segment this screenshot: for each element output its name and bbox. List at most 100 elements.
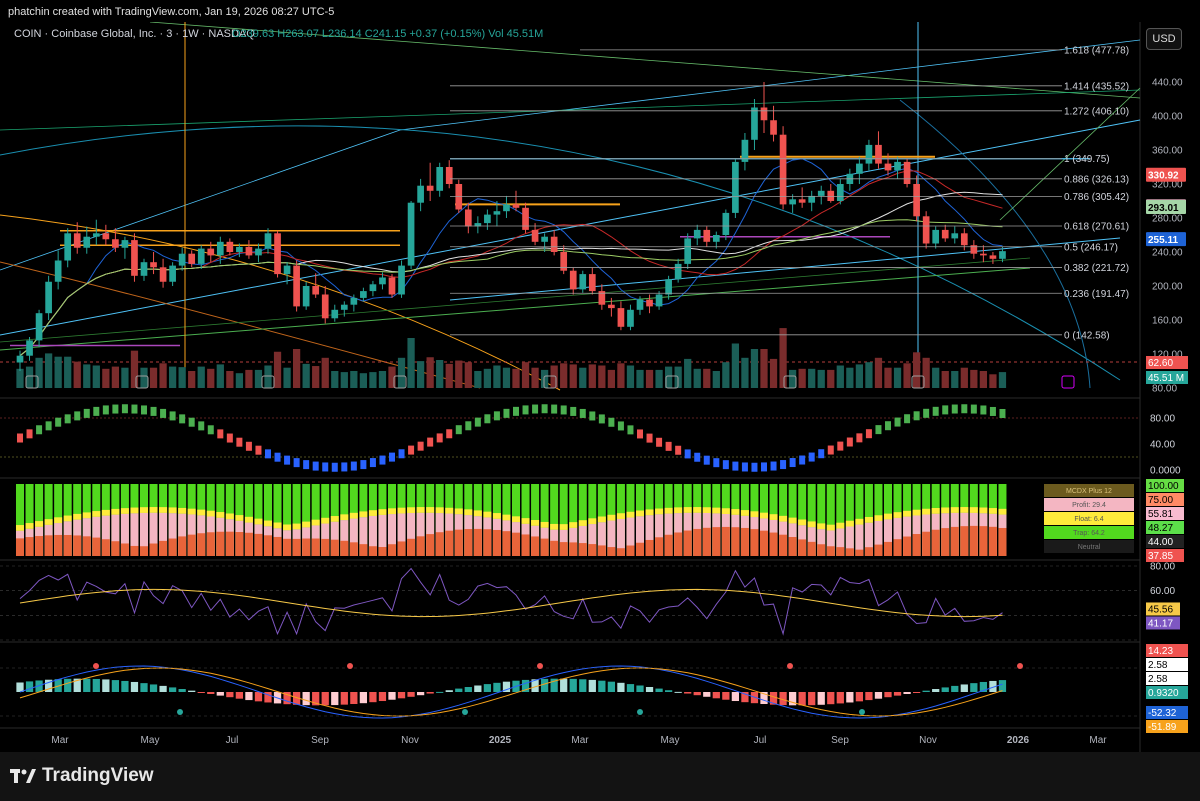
- candle-body: [274, 233, 281, 275]
- momentum-bar: [93, 406, 100, 416]
- volume-bar: [292, 349, 301, 388]
- fib-label: 0.5 (246.17): [1064, 242, 1118, 253]
- price-tick-label: 120.00: [1152, 350, 1183, 361]
- mcdx-banker-segment: [693, 528, 702, 556]
- candle: [522, 202, 529, 234]
- mcdx-float-segment: [340, 514, 349, 521]
- earnings-icon: [543, 375, 557, 389]
- mcdx-profit-segment: [874, 521, 883, 556]
- macd-histogram-bar: [188, 690, 196, 692]
- mcdx-axis-tag: [1146, 493, 1184, 506]
- earnings-icon: [261, 375, 275, 389]
- momentum-bar: [703, 455, 710, 465]
- momentum-bar: [656, 437, 663, 447]
- mcdx-profit-segment: [597, 522, 606, 556]
- mcdx-float-segment: [759, 512, 769, 519]
- momentum-bar: [732, 461, 739, 471]
- mcdx-banker-segment: [826, 546, 835, 556]
- momentum-bar: [83, 408, 90, 418]
- earnings-icon: [1061, 375, 1075, 389]
- macd-histogram-bar: [350, 692, 358, 705]
- candle-body: [102, 233, 110, 240]
- volume-bar: [741, 357, 749, 388]
- macd-histogram-bar: [960, 684, 968, 692]
- earnings-marker: [783, 375, 797, 389]
- macd-histogram-bar: [874, 692, 883, 699]
- candle: [264, 228, 272, 254]
- rsi-axis-label: 60.00: [1150, 586, 1175, 597]
- mcdx-float-segment: [445, 507, 454, 514]
- mcdx-float-segment: [254, 518, 263, 525]
- mcdx-trap-segment: [273, 484, 282, 556]
- macd-histogram-bar: [168, 687, 177, 692]
- trend-line: [449, 237, 1121, 301]
- candle-body: [64, 233, 72, 261]
- mcdx-banker-segment: [903, 536, 912, 556]
- volume-bar: [579, 367, 587, 388]
- candle-body: [121, 240, 129, 248]
- macd-axis-tag: [1146, 644, 1188, 657]
- chart-area[interactable]: 1.618 (477.78) 1.414 (435.52) 1.272 (406.1…: [0, 21, 1200, 752]
- chart-svg[interactable]: 1.618 (477.78) 1.414 (435.52) 1.272 (406.1…: [0, 21, 1200, 752]
- volume-bar: [769, 358, 778, 388]
- mcdx-profit-segment: [817, 529, 826, 556]
- candle-body: [283, 265, 291, 275]
- mcdx-banker-segment: [407, 538, 416, 556]
- momentum-bar: [627, 425, 634, 435]
- currency-button[interactable]: USD: [1146, 28, 1182, 50]
- mcdx-float-segment: [922, 508, 931, 515]
- mcdx-float-segment: [197, 509, 206, 516]
- mcdx-banker-segment: [988, 526, 997, 556]
- volume-bar: [540, 369, 549, 388]
- price-tag-label: 255.11: [1148, 235, 1178, 246]
- candle-body: [178, 253, 186, 266]
- candle: [312, 273, 320, 298]
- macd-histogram-bar: [903, 692, 911, 695]
- macd-axis-tag: [1146, 720, 1188, 733]
- candle-body: [693, 229, 701, 239]
- macd-axis-tag: [1146, 706, 1188, 719]
- mcdx-banker-segment: [483, 529, 492, 556]
- mcdx-banker-segment: [159, 540, 168, 556]
- candle-body: [598, 291, 606, 305]
- tradingview-logo[interactable]: TradingView: [10, 765, 154, 787]
- volume-bar: [722, 362, 730, 388]
- volume-bar: [512, 368, 520, 388]
- mcdx-banker-segment: [950, 526, 959, 556]
- momentum-bar: [17, 433, 23, 443]
- mcdx-banker-segment: [655, 537, 664, 556]
- time-tick-label: Mar: [571, 735, 589, 746]
- macd-histogram-bar: [312, 692, 320, 706]
- mcdx-axis-label: 44.00: [1148, 537, 1173, 548]
- mcdx-profit-segment: [159, 512, 168, 556]
- mcdx-float-segment: [302, 521, 311, 528]
- mcdx-banker-segment: [149, 543, 158, 556]
- candle: [169, 262, 176, 286]
- rsi-signal-line: [19, 588, 1003, 618]
- volume-bar: [35, 357, 43, 388]
- mcdx-float-segment: [225, 513, 234, 520]
- momentum-bar: [465, 421, 472, 431]
- candle-body: [865, 144, 873, 164]
- macd-histogram-bar: [588, 679, 596, 692]
- mcdx-float-segment: [178, 507, 187, 514]
- mcdx-float-segment: [73, 513, 82, 520]
- mcdx-float-segment: [683, 507, 692, 513]
- mcdx-banker-segment: [635, 542, 645, 556]
- volume-bar: [903, 363, 911, 388]
- mcdx-banker-segment: [473, 528, 482, 556]
- macd-histogram-bar: [531, 679, 539, 692]
- momentum-bar: [341, 462, 348, 472]
- candle: [207, 241, 215, 263]
- mcdx-banker-segment: [178, 536, 187, 556]
- mcdx-banker-segment: [130, 545, 139, 556]
- momentum-bar: [265, 449, 271, 459]
- momentum-bar: [493, 411, 500, 421]
- mcdx-profit-segment: [416, 512, 425, 556]
- macd-cross-dot: [177, 709, 183, 715]
- trend-line: [0, 257, 1031, 343]
- momentum-bar: [427, 437, 434, 447]
- momentum-bar: [350, 461, 357, 471]
- volume-bar: [140, 367, 148, 388]
- candle-body: [894, 161, 901, 171]
